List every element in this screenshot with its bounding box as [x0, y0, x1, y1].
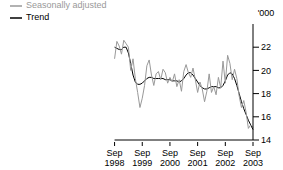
svg-text:Sep1998: Sep1998 — [105, 148, 125, 168]
svg-text:Sep2001: Sep2001 — [188, 148, 208, 168]
svg-text:20: 20 — [261, 66, 271, 76]
svg-text:18: 18 — [261, 89, 271, 99]
html-text:Trend: Trend — [26, 12, 50, 23]
svg-text:22: 22 — [261, 42, 271, 52]
svg-text:Sep1999: Sep1999 — [132, 148, 152, 168]
svg-text:14: 14 — [261, 135, 271, 145]
svg-text:'000: '000 — [258, 8, 275, 18]
html-text:Seasonally adjusted: Seasonally adjusted — [26, 0, 107, 11]
svg-text:Sep2000: Sep2000 — [160, 148, 180, 168]
svg-text:Sep2003: Sep2003 — [243, 148, 263, 168]
svg-text:16: 16 — [261, 112, 271, 122]
svg-text:Sep2002: Sep2002 — [215, 148, 235, 168]
